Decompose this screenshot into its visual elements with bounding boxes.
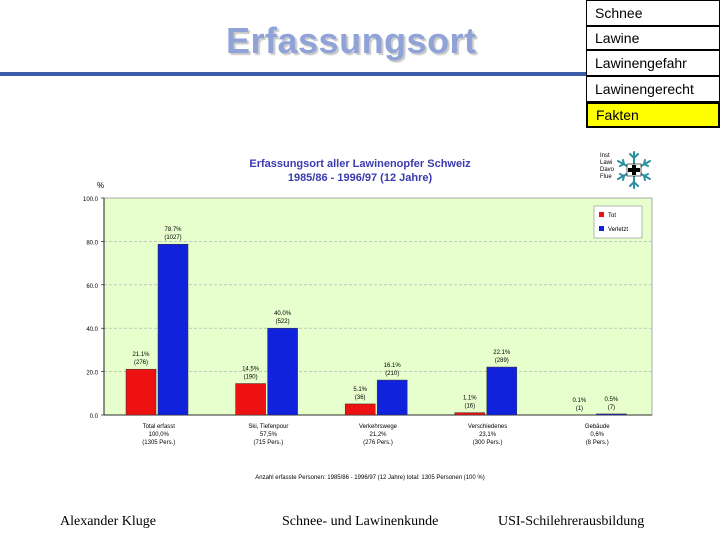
footer-author: Alexander Kluge [60,514,157,529]
bar-value-label: 0.1% [573,398,587,404]
x-category-label: Verschiedenes [468,424,507,430]
bar-value-label: 16.1% [384,363,402,369]
bar-count-label: (36) [355,395,366,401]
bar-count-label: (1027) [164,235,181,241]
legend-label: Verletzt [608,227,628,233]
nav-item-lawinengerecht[interactable]: Lawinengerecht [586,76,720,102]
bar-value-label: 14.5% [242,367,260,373]
y-axis-unit-label: % [97,181,105,190]
legend-label: Tot [608,213,616,219]
x-category-label: (300 Pers.) [473,440,503,446]
bar-tot [235,383,266,416]
bar-count-label: (1) [576,406,583,412]
nav-item-fakten[interactable]: Fakten [586,102,720,128]
legend-box [593,205,643,239]
y-tick-label: 80.0 [86,240,98,246]
bar-value-label: 22.1% [493,350,511,356]
bar-verletzt [157,243,189,416]
nav-item-lawine[interactable]: Lawine [586,26,720,50]
bar-verletzt [486,366,518,416]
y-tick-label: 100.0 [83,197,99,203]
title-underline [0,72,586,76]
bar-verletzt [376,379,408,416]
institute-logo [598,148,658,197]
bar-value-label: 21.1% [132,352,150,358]
nav-item-lawinengefahr[interactable]: Lawinengefahr [586,50,720,76]
bar-tot [454,412,486,416]
bar-verletzt [267,327,298,416]
bar-value-label: 1.1% [463,396,477,402]
nav-item-schnee[interactable]: Schnee [586,0,720,26]
bar-value-label: 40.0% [274,311,292,317]
legend-swatch [599,212,604,217]
y-tick-label: 0.0 [90,414,99,420]
bar-value-label: 78.7% [164,227,182,233]
x-category-label: Verkehrswege [359,424,398,430]
legend-swatch [599,226,604,231]
y-tick-label: 20.0 [86,371,98,377]
bar-count-label: (7) [608,405,615,411]
snowflake-cross-icon [617,151,651,189]
nav-menu: Schnee Lawine Lawinengefahr Lawinengerec… [586,0,720,128]
x-category-label: 100,0% [149,432,170,438]
y-tick-label: 40.0 [86,327,98,333]
plot-area [103,197,653,416]
x-category-label: (8 Pers.) [586,440,609,446]
bar-value-label: 5.1% [353,387,367,393]
bar-tot [344,403,376,416]
x-category-label: Total erfasst [143,424,176,430]
bar-count-label: (210) [385,371,399,377]
bar-count-label: (289) [495,358,509,364]
footer-program: USI-Schilehrerausbildung [498,514,645,529]
bar-count-label: (522) [276,319,290,325]
x-category-label: 0,6% [590,432,604,438]
page-title: Erfassungsort [226,20,477,61]
x-category-label: 21,2% [369,432,387,438]
bar-value-label: 0.5% [605,397,619,403]
bar-count-label: (16) [464,404,475,410]
x-category-label: (276 Pers.) [363,440,393,446]
x-category-label: 57,5% [260,432,278,438]
logo-text-line: Davo [600,167,615,173]
bar-tot [125,368,157,416]
x-category-label: Ski, Tiefenpour [248,424,288,430]
chart-subtitle: 1985/86 - 1996/97 (12 Jahre) [287,172,433,184]
x-category-label: Gebäude [585,424,610,430]
logo-text-line: Inst [600,153,610,159]
logo-text-line: Flue [600,174,612,180]
footer-course: Schnee- und Lawinenkunde [282,514,439,529]
logo-text-line: Lawi [600,160,613,166]
bar-count-label: (190) [244,375,258,381]
chart-note: Anzahl erfasste Personen: 1985/86 - 1996… [255,475,484,481]
x-category-label: (1305 Pers.) [142,440,175,446]
y-tick-label: 60.0 [86,284,98,290]
chart-title: Erfassungsort aller Lawinenopfer Schweiz [249,158,471,170]
bar-verletzt [596,413,627,416]
x-category-label: 23,1% [479,432,497,438]
x-category-label: (715 Pers.) [254,440,284,446]
bar-count-label: (276) [134,360,148,366]
